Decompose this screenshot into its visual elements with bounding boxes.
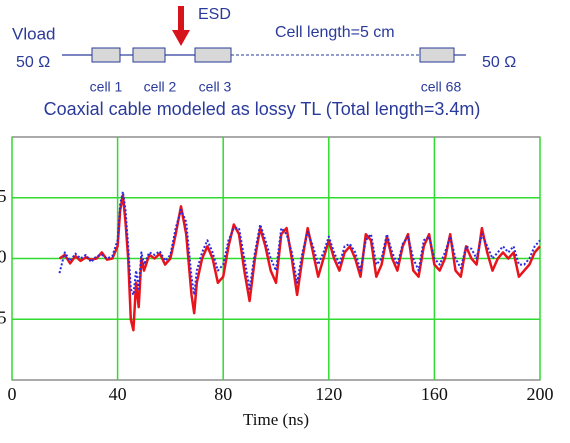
series-line — [58, 194, 541, 332]
x-tick-label: 40 — [109, 384, 127, 404]
caption: Coaxial cable modeled as lossy TL (Total… — [44, 99, 481, 119]
cell-label: cell 1 — [90, 79, 123, 95]
x-tick-label: 80 — [214, 384, 232, 404]
x-tick-label: 120 — [315, 384, 342, 404]
esd-arrow — [172, 6, 190, 46]
x-tick-label: 200 — [527, 384, 554, 404]
x-axis-label: Time (ns) — [243, 410, 309, 429]
x-tick-label: 0 — [8, 384, 17, 404]
plot: 0 40 80 120 160 200 5 0 5 Time (ns) — [0, 136, 554, 429]
right-impedance: 50 Ω — [482, 54, 516, 71]
cell-box — [194, 47, 232, 63]
cell-box — [132, 47, 166, 63]
esd-label: ESD — [198, 6, 231, 23]
cell-box — [91, 47, 121, 63]
cell-label: cell 2 — [144, 79, 177, 95]
cell-length: Cell length=5 cm — [275, 24, 395, 41]
y-tick-label: 5 — [0, 307, 7, 327]
y-tick-label: 0 — [0, 247, 7, 267]
series-line — [58, 190, 541, 296]
left-impedance: 50 Ω — [16, 54, 50, 71]
cell-label: cell 68 — [421, 79, 462, 95]
source-label: Vload — [12, 24, 55, 43]
cell-box — [419, 47, 455, 63]
x-tick-label: 160 — [421, 384, 448, 404]
y-tick-label: 5 — [0, 186, 7, 206]
cell-label: cell 3 — [199, 79, 232, 95]
